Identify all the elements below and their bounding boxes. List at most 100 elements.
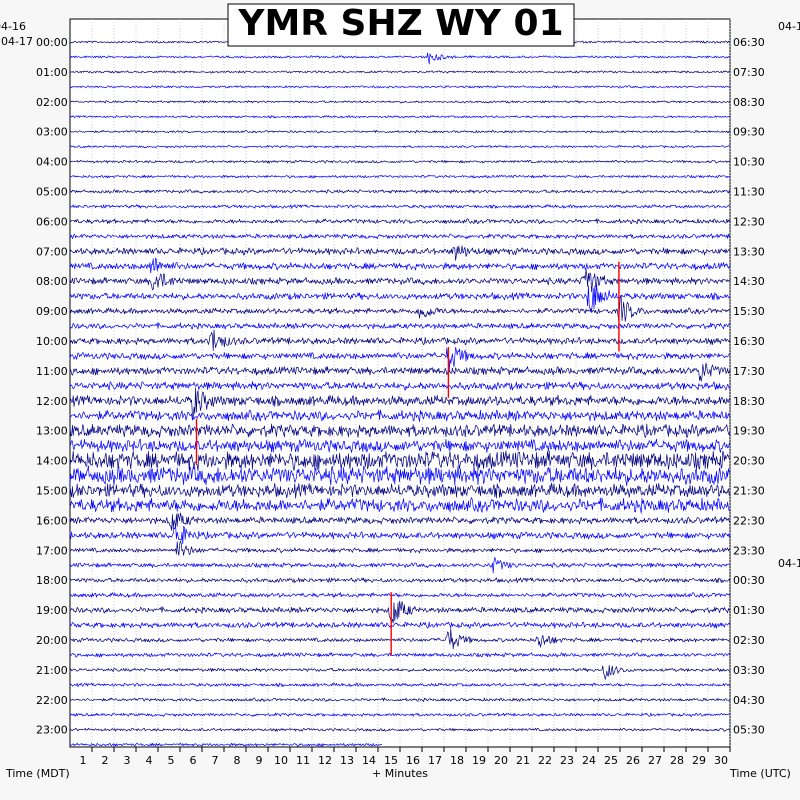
trace-1	[69, 52, 731, 65]
x-tick-label-15: 15	[384, 754, 398, 767]
right-time-label-23: 05:30	[733, 724, 765, 737]
x-tick-label-16: 16	[406, 754, 420, 767]
trace-31	[69, 497, 731, 514]
right-time-label-20: 02:30	[733, 634, 765, 647]
trace-layer	[69, 40, 731, 747]
trace-35	[69, 557, 731, 574]
left-time-label-4: 04:00	[36, 156, 68, 169]
x-tick-label-14: 14	[362, 754, 376, 767]
x-tick-label-8: 8	[234, 754, 241, 767]
left-time-label-22: 22:00	[36, 694, 68, 707]
right-time-label-2: 08:30	[733, 96, 765, 109]
right-time-label-19: 01:30	[733, 604, 765, 617]
left-date-start: 04-17	[1, 35, 33, 48]
x-tick-label-4: 4	[146, 754, 153, 767]
left-time-label-13: 13:00	[36, 425, 68, 438]
x-tick-label-20: 20	[494, 754, 508, 767]
right-time-label-1: 07:30	[733, 66, 765, 79]
x-tick-label-11: 11	[296, 754, 310, 767]
left-time-label-5: 05:00	[36, 186, 68, 199]
trace-5	[69, 115, 731, 119]
trace-47	[69, 742, 383, 747]
right-axis-label: Time (UTC)	[729, 767, 791, 780]
right-time-label-7: 13:30	[733, 245, 765, 258]
trace-40	[69, 628, 731, 650]
x-tick-label-29: 29	[692, 754, 706, 767]
x-tick-label-12: 12	[318, 754, 332, 767]
x-tick-label-21: 21	[516, 754, 530, 767]
x-tick-label-27: 27	[648, 754, 662, 767]
right-time-label-13: 19:30	[733, 425, 765, 438]
trace-42	[69, 664, 731, 680]
right-time-label-10: 16:30	[733, 335, 765, 348]
left-time-label-15: 15:00	[36, 485, 68, 498]
trace-20	[69, 329, 731, 352]
left-time-label-2: 02:00	[36, 96, 68, 109]
trace-4	[69, 100, 731, 104]
trace-24	[69, 387, 731, 419]
trace-34	[69, 540, 731, 556]
right-time-label-16: 22:30	[733, 514, 765, 527]
x-tick-label-26: 26	[626, 754, 640, 767]
x-tick-label-9: 9	[256, 754, 263, 767]
left-time-label-16: 16:00	[36, 514, 68, 527]
right-time-label-0: 06:30	[733, 36, 765, 49]
x-tick-label-30: 30	[714, 754, 728, 767]
right-time-label-4: 10:30	[733, 156, 765, 169]
trace-45	[69, 712, 731, 717]
trace-13	[69, 233, 731, 240]
left-time-label-14: 14:00	[36, 455, 68, 468]
left-time-label-3: 03:00	[36, 126, 68, 139]
left-time-label-23: 23:00	[36, 724, 68, 737]
label-layer: 00:00 01:00 02:00 03:00 04:00 05:00 06:00 07:00…	[36, 36, 765, 737]
x-tick-label-18: 18	[450, 754, 464, 767]
trace-9	[69, 174, 731, 179]
left-time-label-1: 01:00	[36, 66, 68, 79]
trace-29	[69, 465, 731, 487]
left-time-label-8: 08:00	[36, 275, 68, 288]
x-tick-label-13: 13	[340, 754, 354, 767]
trace-41	[69, 652, 731, 658]
left-time-label-18: 18:00	[36, 574, 68, 587]
trace-39	[69, 621, 731, 629]
left-time-label-10: 10:00	[36, 335, 68, 348]
trace-38	[69, 600, 731, 624]
trace-25	[69, 409, 731, 422]
x-tick-label-22: 22	[538, 754, 552, 767]
trace-6	[69, 130, 731, 134]
trace-23	[69, 381, 731, 391]
left-time-label-7: 07:00	[36, 245, 68, 258]
right-time-label-12: 18:30	[733, 395, 765, 408]
left-time-label-9: 09:00	[36, 305, 68, 318]
x-tick-label-7: 7	[212, 754, 219, 767]
trace-27	[69, 438, 731, 453]
right-time-label-9: 15:30	[733, 305, 765, 318]
right-time-label-8: 14:30	[733, 275, 765, 288]
x-tick-label-17: 17	[428, 754, 442, 767]
right-date-top: 04-1	[778, 20, 800, 33]
left-time-label-0: 00:00	[36, 36, 68, 49]
right-time-label-3: 09:30	[733, 126, 765, 139]
right-time-label-11: 17:30	[733, 365, 765, 378]
title-box	[227, 3, 575, 47]
trace-14	[69, 245, 731, 261]
trace-18	[69, 295, 731, 322]
trace-36	[69, 577, 731, 584]
trace-7	[69, 145, 731, 149]
x-tick-label-23: 23	[560, 754, 574, 767]
trace-17	[69, 284, 731, 313]
trace-12	[69, 218, 731, 225]
x-tick-label-24: 24	[582, 754, 596, 767]
right-time-label-17: 23:30	[733, 544, 765, 557]
left-time-label-21: 21:00	[36, 664, 68, 677]
left-time-label-6: 06:00	[36, 215, 68, 228]
right-date-mid: 04-1	[778, 557, 800, 570]
left-time-label-17: 17:00	[36, 544, 68, 557]
clip-layer	[195, 261, 620, 655]
x-tick-label-10: 10	[274, 754, 288, 767]
trace-22	[69, 362, 731, 382]
left-time-label-12: 12:00	[36, 395, 68, 408]
left-time-label-19: 19:00	[36, 604, 68, 617]
